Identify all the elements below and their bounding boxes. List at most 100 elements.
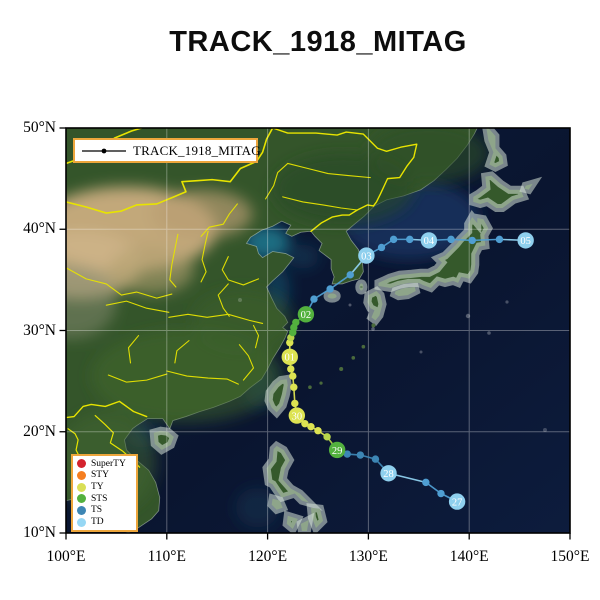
intensity-label: TD xyxy=(91,517,104,528)
track-point xyxy=(292,318,300,327)
track-legend-label: TRACK_1918_MITAG xyxy=(133,142,261,158)
land-sakhalin xyxy=(482,128,508,173)
track-point-label: 30 xyxy=(292,411,303,422)
land-panay xyxy=(282,510,304,533)
typhoon-track: 27 28 29 30 01 02 03 04 05 xyxy=(281,232,534,510)
land-jeju xyxy=(323,289,341,303)
track-point xyxy=(307,422,315,431)
track-point xyxy=(323,433,331,441)
track-point xyxy=(291,399,299,408)
land-honshu xyxy=(374,210,493,293)
intensity-dot-icon xyxy=(77,482,86,492)
land-hainan xyxy=(149,426,179,455)
track-point-daily xyxy=(380,465,397,482)
track-point-daily xyxy=(448,493,466,510)
track-point xyxy=(356,451,365,459)
intensity-dot-icon xyxy=(77,494,86,504)
map-background: 27 28 29 30 01 02 03 04 05 xyxy=(66,128,570,533)
y-tick-label: 30°N xyxy=(23,321,56,339)
land-tsushima xyxy=(355,279,368,295)
graticule xyxy=(66,128,570,533)
y-tick-label: 40°N xyxy=(23,220,56,238)
track-point xyxy=(389,235,398,244)
x-tick-label: 140°E xyxy=(449,548,489,565)
land-cebu xyxy=(296,512,315,533)
figure-title: TRACK_1918_MITAG xyxy=(169,26,467,58)
intensity-label: STS xyxy=(91,493,108,504)
track-point xyxy=(406,235,414,244)
track-point-daily xyxy=(358,247,375,264)
intensity-legend-item: SuperTY xyxy=(77,458,136,469)
track-point-label: 04 xyxy=(424,236,435,247)
intensity-dot-icon xyxy=(77,517,86,527)
track-segment xyxy=(472,238,500,242)
track-point-daily xyxy=(281,348,298,366)
track-point xyxy=(495,235,504,244)
y-tick-label: 20°N xyxy=(23,422,56,440)
track-point-daily xyxy=(517,232,534,249)
track-point xyxy=(437,489,445,498)
track-segment xyxy=(329,274,351,290)
track-point xyxy=(468,236,476,245)
y-tick-label: 10°N xyxy=(23,524,56,541)
intensity-label: STY xyxy=(91,470,109,481)
y-tick-label: 50°N xyxy=(23,119,56,136)
intensity-label: TS xyxy=(91,505,103,516)
track-legend-key-line xyxy=(82,148,126,153)
x-tick-label: 110°E xyxy=(147,548,186,565)
x-tick-label: 120°E xyxy=(248,548,288,565)
ryukyu-islands xyxy=(308,323,376,390)
track-point-label: 02 xyxy=(301,310,312,321)
land-mindoro xyxy=(267,493,289,515)
intensity-dot-icon xyxy=(77,459,86,469)
track-point-label: 27 xyxy=(452,497,463,508)
track-point-label: 05 xyxy=(520,236,531,247)
intensity-legend-item: STY xyxy=(77,470,136,481)
intensity-legend-item: TD xyxy=(77,517,136,528)
intensity-label: SuperTY xyxy=(91,458,126,469)
intensity-legend-item: TS xyxy=(77,505,136,516)
track-point-label: 29 xyxy=(332,446,343,457)
track-point xyxy=(346,271,354,279)
track-point xyxy=(287,365,295,373)
track-point-label: 03 xyxy=(361,251,372,262)
track-point xyxy=(289,372,297,380)
track-point xyxy=(343,450,351,458)
track-point xyxy=(377,243,386,252)
intensity-dot-icon xyxy=(77,470,86,480)
track-point xyxy=(447,235,455,244)
intensity-label: TY xyxy=(91,482,104,493)
intensity-legend-item: TY xyxy=(77,482,136,493)
track-point xyxy=(301,419,309,428)
land-kyushu xyxy=(363,286,387,326)
intensity-dot-icon xyxy=(77,505,86,515)
intensity-legend-item: STS xyxy=(77,493,136,504)
track-point xyxy=(290,383,298,391)
axis-ticks xyxy=(59,127,571,540)
track-point xyxy=(371,455,380,463)
track-point-label: 01 xyxy=(285,353,296,364)
track-point-daily xyxy=(297,306,315,323)
intensity-legend: SuperTY STY TY STS TS TD xyxy=(71,454,138,532)
land-taiwan xyxy=(264,374,292,419)
x-tick-label: 150°E xyxy=(550,548,590,565)
land-kunashiri xyxy=(519,176,543,195)
land-shikoku xyxy=(389,282,421,301)
province-borders xyxy=(66,163,370,384)
track-point xyxy=(326,285,334,293)
land-hokkaido xyxy=(469,171,530,213)
track-point xyxy=(422,478,430,487)
x-tick-label: 100°E xyxy=(46,548,86,565)
track-point xyxy=(310,295,318,303)
track-legend: TRACK_1918_MITAG xyxy=(73,138,261,163)
land-luzon xyxy=(262,440,323,511)
track-point-daily xyxy=(288,407,306,424)
track-point-label: 28 xyxy=(383,469,394,480)
track-point xyxy=(314,427,322,435)
track-point-daily xyxy=(420,232,438,249)
cloud-specks xyxy=(238,298,547,432)
track-point-daily xyxy=(328,441,346,459)
x-tick-label: 130°E xyxy=(348,548,388,565)
